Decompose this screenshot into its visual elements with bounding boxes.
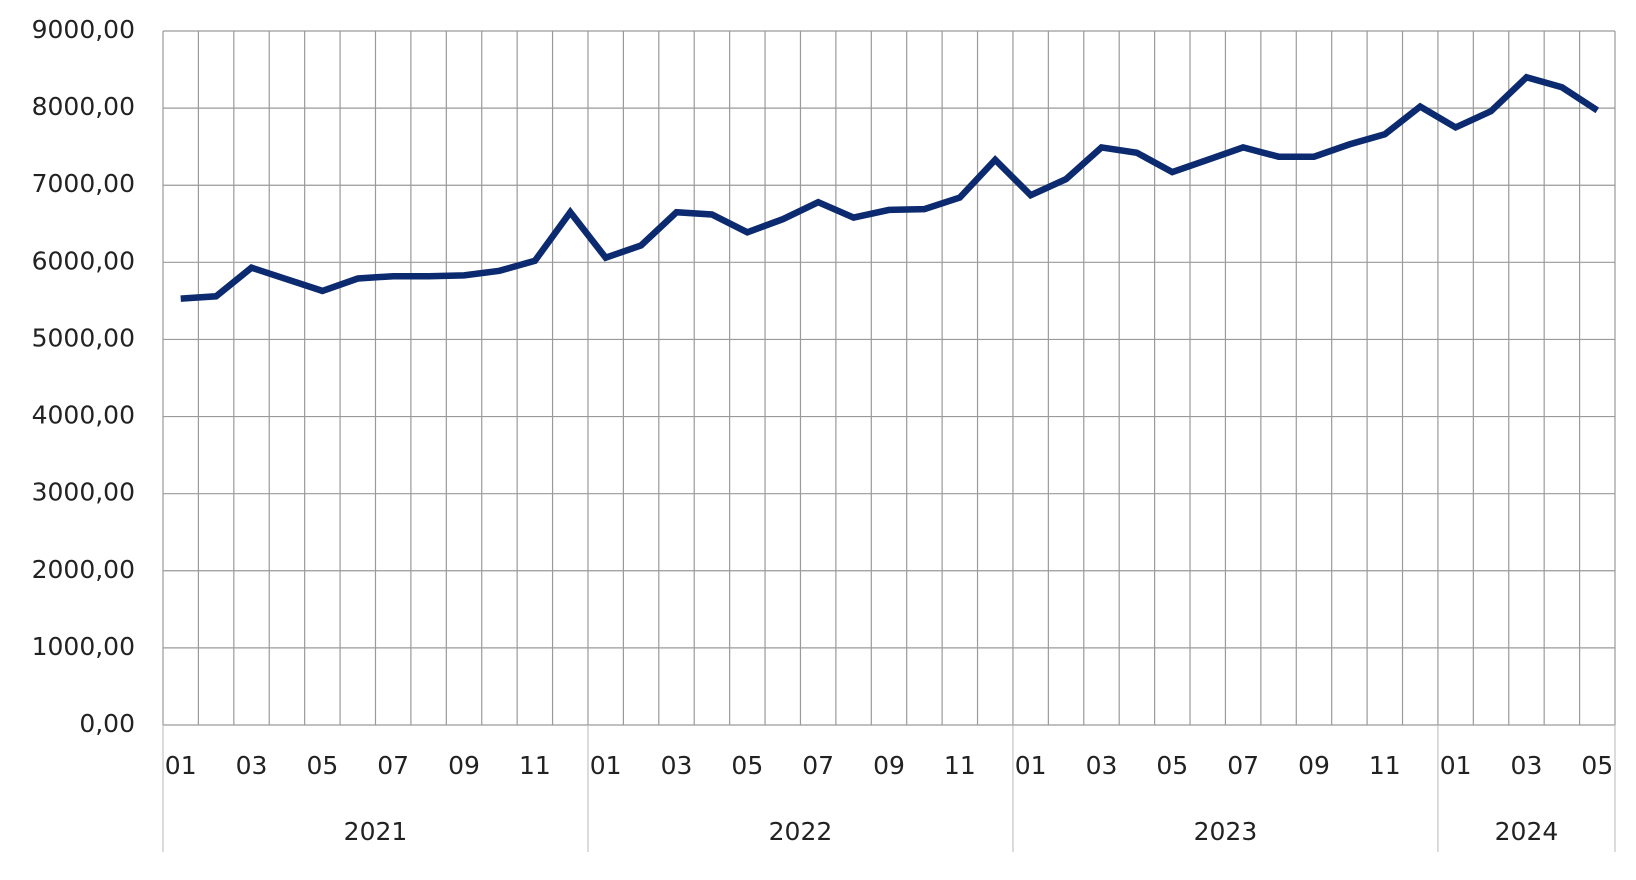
x-tick-label: 05: [731, 751, 763, 780]
x-tick-label: 01: [1440, 751, 1472, 780]
x-tick-label: 01: [1015, 751, 1047, 780]
group-label: 2022: [769, 817, 833, 846]
x-tick-label: 05: [306, 751, 338, 780]
y-tick-label: 8000,00: [32, 92, 135, 121]
x-tick-label: 11: [1369, 751, 1401, 780]
x-tick-label: 03: [661, 751, 693, 780]
x-tick-label: 03: [236, 751, 268, 780]
y-tick-label: 3000,00: [32, 478, 135, 507]
x-tick-label: 03: [1511, 751, 1543, 780]
x-tick-label: 09: [1298, 751, 1330, 780]
y-tick-label: 9000,00: [32, 15, 135, 44]
x-tick-label: 01: [590, 751, 622, 780]
line-series: [180, 73, 1600, 302]
x-tick-label: 03: [1086, 751, 1118, 780]
x-tick-label: 11: [519, 751, 551, 780]
y-tick-label: 1000,00: [32, 632, 135, 661]
x-tick-label: 01: [165, 751, 197, 780]
x-tick-label: 09: [448, 751, 480, 780]
group-label: 2021: [344, 817, 408, 846]
y-tick-label: 2000,00: [32, 555, 135, 584]
y-tick-label: 7000,00: [32, 169, 135, 198]
y-tick-label: 0,00: [79, 709, 135, 738]
group-label: 2024: [1495, 817, 1559, 846]
x-tick-label: 11: [944, 751, 976, 780]
y-tick-label: 4000,00: [32, 401, 135, 430]
y-tick-label: 6000,00: [32, 246, 135, 275]
x-tick-label: 09: [873, 751, 905, 780]
group-label: 2023: [1194, 817, 1258, 846]
y-tick-label: 5000,00: [32, 323, 135, 352]
x-tick-label: 07: [1227, 751, 1259, 780]
x-tick-label: 05: [1156, 751, 1188, 780]
x-tick-label: 07: [802, 751, 834, 780]
x-tick-label: 05: [1581, 751, 1613, 780]
x-tick-label: 07: [377, 751, 409, 780]
